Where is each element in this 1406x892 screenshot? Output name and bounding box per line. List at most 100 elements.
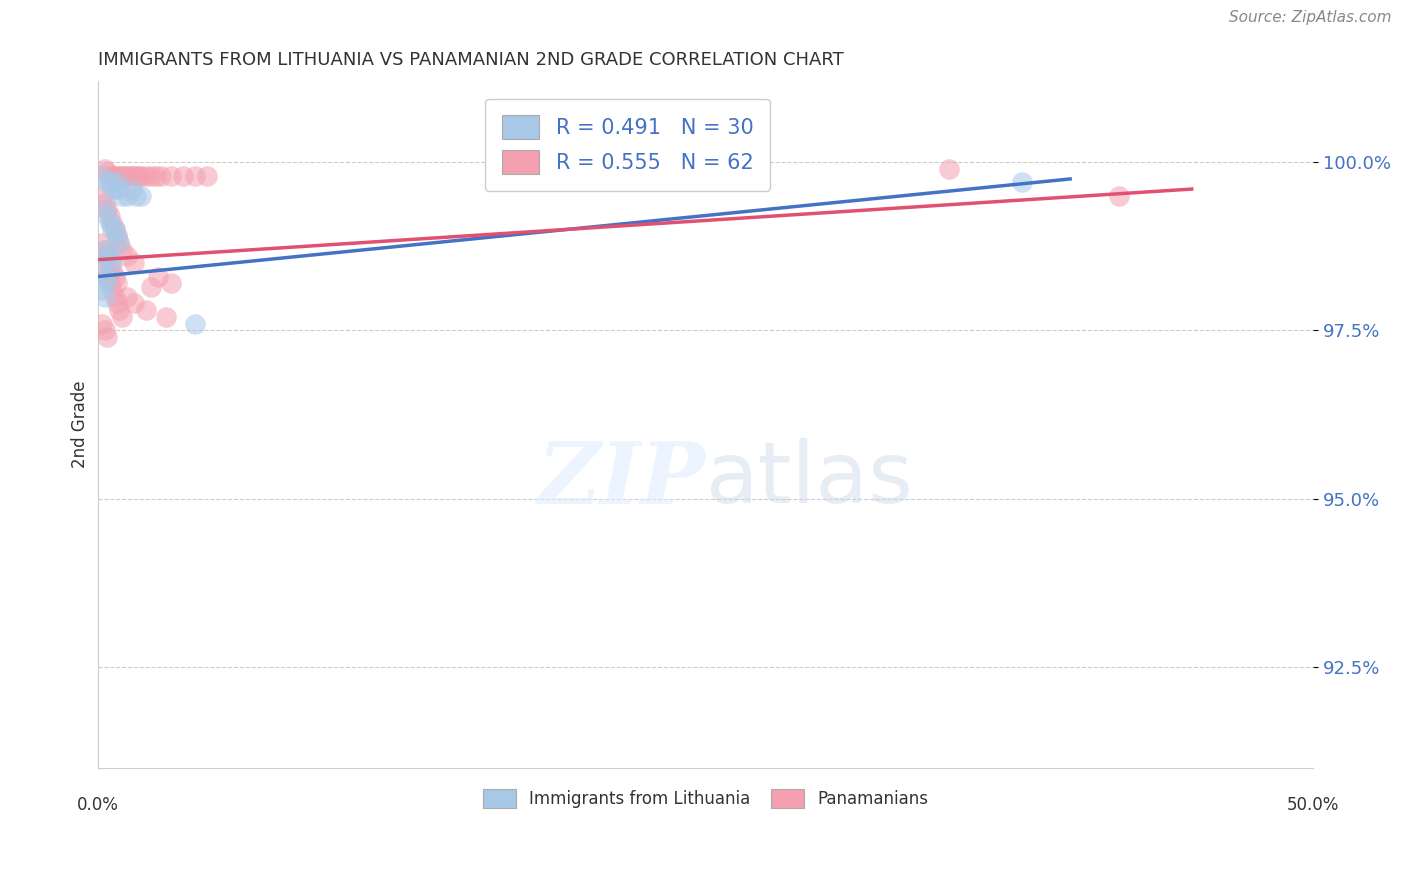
Point <box>96 249 118 263</box>
Point <box>125 188 148 202</box>
Point <box>98 169 121 183</box>
Point <box>112 169 135 183</box>
Text: Source: ZipAtlas.com: Source: ZipAtlas.com <box>1229 11 1392 25</box>
Point <box>101 222 124 236</box>
Point <box>184 317 207 331</box>
Text: ZIP: ZIP <box>537 438 706 521</box>
Point <box>139 169 162 183</box>
Point <box>145 169 167 183</box>
Point <box>91 188 114 202</box>
Point <box>159 169 181 183</box>
Text: IMMIGRANTS FROM LITHUANIA VS PANAMANIAN 2ND GRADE CORRELATION CHART: IMMIGRANTS FROM LITHUANIA VS PANAMANIAN … <box>97 51 844 69</box>
Point <box>98 256 121 270</box>
Point <box>94 202 117 217</box>
Text: 50.0%: 50.0% <box>1286 796 1340 814</box>
Point <box>184 169 207 183</box>
Point <box>98 249 121 263</box>
Point <box>118 169 141 183</box>
Point <box>195 169 218 183</box>
Point <box>96 249 118 263</box>
Point <box>139 279 162 293</box>
Point <box>108 303 131 318</box>
Point <box>96 330 118 344</box>
Point <box>108 235 131 250</box>
Point <box>121 169 143 183</box>
Point <box>94 195 117 210</box>
Point <box>938 161 960 176</box>
Point <box>111 169 134 183</box>
Point <box>1108 188 1130 202</box>
Point <box>94 243 117 257</box>
Point <box>98 216 121 230</box>
Text: 0.0%: 0.0% <box>77 796 118 814</box>
Point <box>108 235 131 250</box>
Point <box>101 283 124 297</box>
Point <box>1011 175 1033 189</box>
Point <box>149 169 172 183</box>
Legend: Immigrants from Lithuania, Panamanians: Immigrants from Lithuania, Panamanians <box>477 782 935 814</box>
Point <box>98 175 121 189</box>
Point <box>121 182 143 196</box>
Point <box>122 169 145 183</box>
Point <box>94 290 117 304</box>
Point <box>135 169 157 183</box>
Point <box>104 269 127 284</box>
Point <box>96 202 118 217</box>
Point <box>91 283 114 297</box>
Point <box>122 296 145 310</box>
Point <box>96 277 118 291</box>
Point <box>101 216 124 230</box>
Point <box>172 169 194 183</box>
Point <box>115 169 138 183</box>
Point <box>122 256 145 270</box>
Point <box>94 161 117 176</box>
Point <box>101 169 124 183</box>
Point <box>105 229 128 244</box>
Point <box>115 290 138 304</box>
Point <box>105 229 128 244</box>
Point <box>96 269 118 284</box>
Point <box>105 169 128 183</box>
Point <box>91 262 114 277</box>
Point <box>115 188 138 202</box>
Point <box>105 175 128 189</box>
Point <box>104 290 127 304</box>
Text: atlas: atlas <box>706 438 914 521</box>
Point <box>115 249 138 263</box>
Point <box>135 303 157 318</box>
Point <box>104 169 127 183</box>
Point <box>128 169 150 183</box>
Point <box>91 235 114 250</box>
Point <box>94 269 117 284</box>
Point <box>98 277 121 291</box>
Point <box>101 182 124 196</box>
Y-axis label: 2nd Grade: 2nd Grade <box>72 381 89 468</box>
Point <box>111 243 134 257</box>
Point <box>131 188 153 202</box>
Point <box>96 165 118 179</box>
Point <box>105 277 128 291</box>
Point <box>94 262 117 277</box>
Point <box>111 188 134 202</box>
Point <box>148 269 170 284</box>
Point <box>96 209 118 223</box>
Point <box>111 310 134 324</box>
Point <box>91 317 114 331</box>
Point <box>104 182 127 196</box>
Point <box>108 182 131 196</box>
Point <box>101 256 124 270</box>
Point <box>131 169 153 183</box>
Point <box>105 296 128 310</box>
Point <box>91 169 114 183</box>
Point <box>104 222 127 236</box>
Point <box>155 310 177 324</box>
Point <box>104 222 127 236</box>
Point <box>94 243 117 257</box>
Point <box>159 277 181 291</box>
Point <box>94 323 117 337</box>
Point <box>125 169 148 183</box>
Point <box>98 209 121 223</box>
Point <box>101 262 124 277</box>
Point <box>108 169 131 183</box>
Point <box>96 175 118 189</box>
